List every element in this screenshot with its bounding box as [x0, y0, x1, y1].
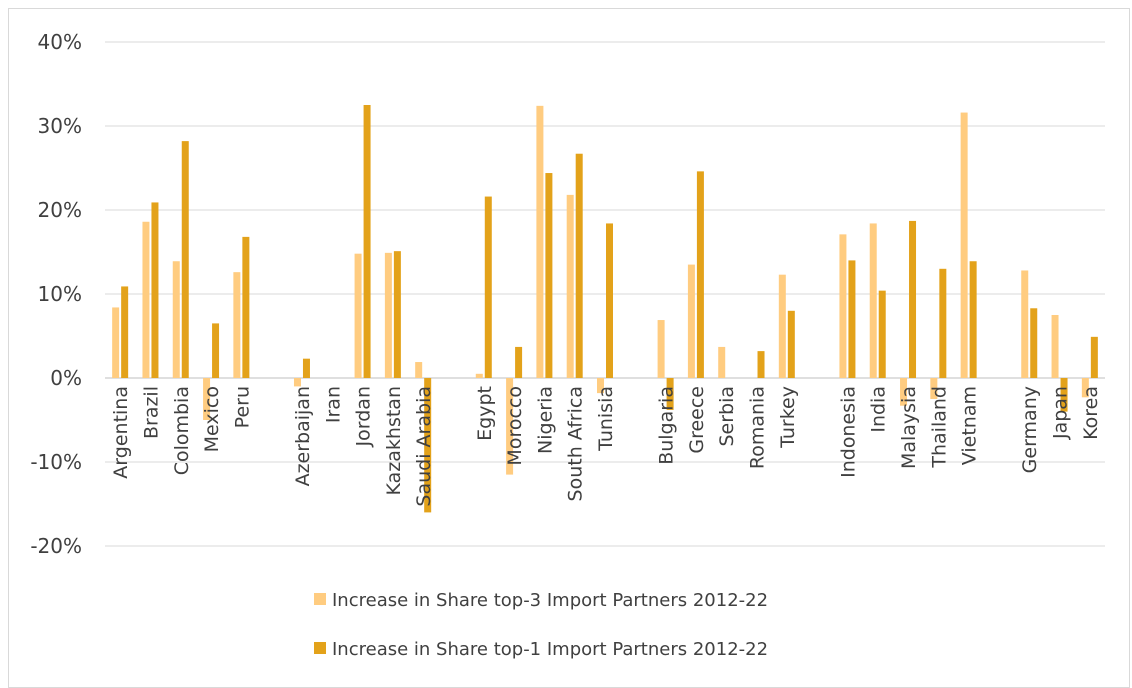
bar-top3-thailand: [930, 378, 938, 399]
bar-top3-colombia: [172, 261, 180, 378]
x-axis-category-labels: Argentina Brazil Colombia Mexico Peru Azerbai…: [110, 386, 1102, 507]
bar-top3-korea: [1081, 378, 1089, 398]
y-tick-label: 10%: [38, 282, 82, 306]
x-category-label: Greece: [686, 386, 708, 454]
bars: [112, 105, 1098, 513]
bar-top1-colombia: [181, 141, 189, 378]
bar-top1-morocco: [515, 346, 523, 378]
y-axis-tick-labels: -20% -10% 0% 10% 20% 30% 40%: [30, 30, 82, 558]
bar-top1-kazakhstan: [393, 251, 401, 378]
bar-top1-azerbaijan: [302, 358, 310, 378]
bar-top1-indonesia: [848, 260, 856, 378]
y-tick-label: 40%: [38, 30, 82, 54]
bar-top3-saudi-arabia: [415, 362, 423, 378]
bar-top1-greece: [696, 171, 704, 378]
bar-top3-greece: [687, 264, 695, 378]
bar-top1-thailand: [939, 268, 947, 378]
x-category-label: Egypt: [474, 386, 496, 441]
x-category-label: Romania: [747, 386, 769, 469]
bar-top3-jordan: [354, 253, 362, 378]
legend-swatch-top3: [314, 593, 326, 605]
bar-top1-turkey: [787, 310, 795, 378]
bar-top1-germany: [1030, 308, 1038, 378]
bar-top3-kazakhstan: [384, 252, 392, 378]
bar-top3-turkey: [778, 274, 786, 378]
x-category-label: Thailand: [928, 386, 950, 469]
bar-top1-argentina: [121, 286, 129, 378]
bar-top3-japan: [1051, 315, 1059, 378]
x-category-label: Iran: [322, 386, 344, 423]
bar-top1-jordan: [363, 105, 371, 378]
x-category-label: Brazil: [140, 386, 162, 439]
legend-swatch-top1: [314, 642, 326, 654]
x-category-label: India: [868, 386, 890, 433]
x-category-label: Jordan: [353, 386, 375, 447]
bar-top3-malaysia: [900, 378, 908, 406]
x-category-label: Tunisia: [595, 386, 617, 452]
bar-top1-south-africa: [575, 153, 583, 378]
bar-chart: -20% -10% 0% 10% 20% 30% 40% Argentina Brazil Co…: [30, 30, 1105, 660]
gridlines: [105, 41, 1105, 547]
bar-top1-romania: [757, 351, 765, 378]
bar-top3-azerbaijan: [293, 378, 301, 387]
bar-top1-egypt: [484, 196, 492, 378]
y-tick-label: -10%: [30, 450, 82, 474]
x-category-label: Nigeria: [534, 386, 556, 454]
y-tick-label: 30%: [38, 114, 82, 138]
x-category-label: Saudi Arabia: [413, 386, 435, 507]
bar-top3-tunisia: [597, 378, 604, 394]
bar-top1-korea: [1090, 336, 1098, 378]
legend-label-top3: Increase in Share top-3 Import Partners …: [332, 590, 768, 611]
bar-top3-morocco: [506, 378, 514, 475]
bar-top1-brazil: [151, 202, 159, 378]
bar-top3-egypt: [475, 373, 483, 378]
legend: Increase in Share top-3 Import Partners …: [314, 590, 768, 660]
bar-top1-japan: [1060, 378, 1068, 412]
bar-top3-argentina: [112, 307, 120, 378]
x-category-label: Germany: [1019, 386, 1041, 473]
bar-top1-malaysia: [909, 220, 917, 378]
y-tick-label: 20%: [38, 198, 82, 222]
y-tick-label: -20%: [30, 534, 82, 558]
x-category-label: Peru: [231, 386, 253, 428]
legend-label-top1: Increase in Share top-1 Import Partners …: [332, 639, 768, 660]
bar-top3-peru: [233, 272, 241, 378]
x-category-label: South Africa: [565, 386, 587, 501]
x-category-label: Japan: [1050, 386, 1072, 440]
x-category-label: Colombia: [171, 386, 193, 475]
x-category-label: Korea: [1080, 386, 1102, 440]
bar-top1-india: [878, 290, 886, 378]
bar-top3-vietnam: [960, 112, 968, 378]
bar-top1-bulgaria: [666, 378, 674, 410]
x-category-label: Serbia: [716, 386, 738, 447]
bar-top3-south-africa: [566, 194, 574, 378]
x-category-label: Mexico: [201, 386, 223, 452]
bar-top1-peru: [242, 236, 250, 378]
x-category-label: Morocco: [504, 386, 526, 466]
x-category-label: Kazakhstan: [383, 386, 405, 495]
bar-top1-saudi-arabia: [424, 378, 432, 513]
bar-top1-vietnam: [969, 261, 977, 378]
bar-top3-bulgaria: [657, 320, 665, 378]
x-category-label: Vietnam: [959, 386, 981, 465]
bar-top1-mexico: [212, 323, 220, 378]
bar-top3-nigeria: [536, 105, 544, 378]
x-category-label: Turkey: [777, 386, 799, 449]
bar-top3-india: [869, 223, 877, 378]
bar-top1-nigeria: [545, 173, 553, 378]
bar-top1-tunisia: [606, 223, 613, 378]
x-category-label: Azerbaijan: [292, 386, 314, 486]
x-category-label: Indonesia: [837, 386, 859, 478]
bar-top3-mexico: [203, 378, 211, 420]
x-category-label: Malaysia: [898, 386, 920, 469]
y-tick-label: 0%: [50, 366, 82, 390]
x-category-label: Bulgaria: [656, 386, 678, 465]
bar-top3-indonesia: [839, 234, 847, 378]
bar-top3-brazil: [142, 221, 150, 378]
x-category-label: Argentina: [110, 386, 132, 479]
bar-top3-serbia: [718, 346, 726, 378]
bar-top3-germany: [1021, 270, 1029, 378]
